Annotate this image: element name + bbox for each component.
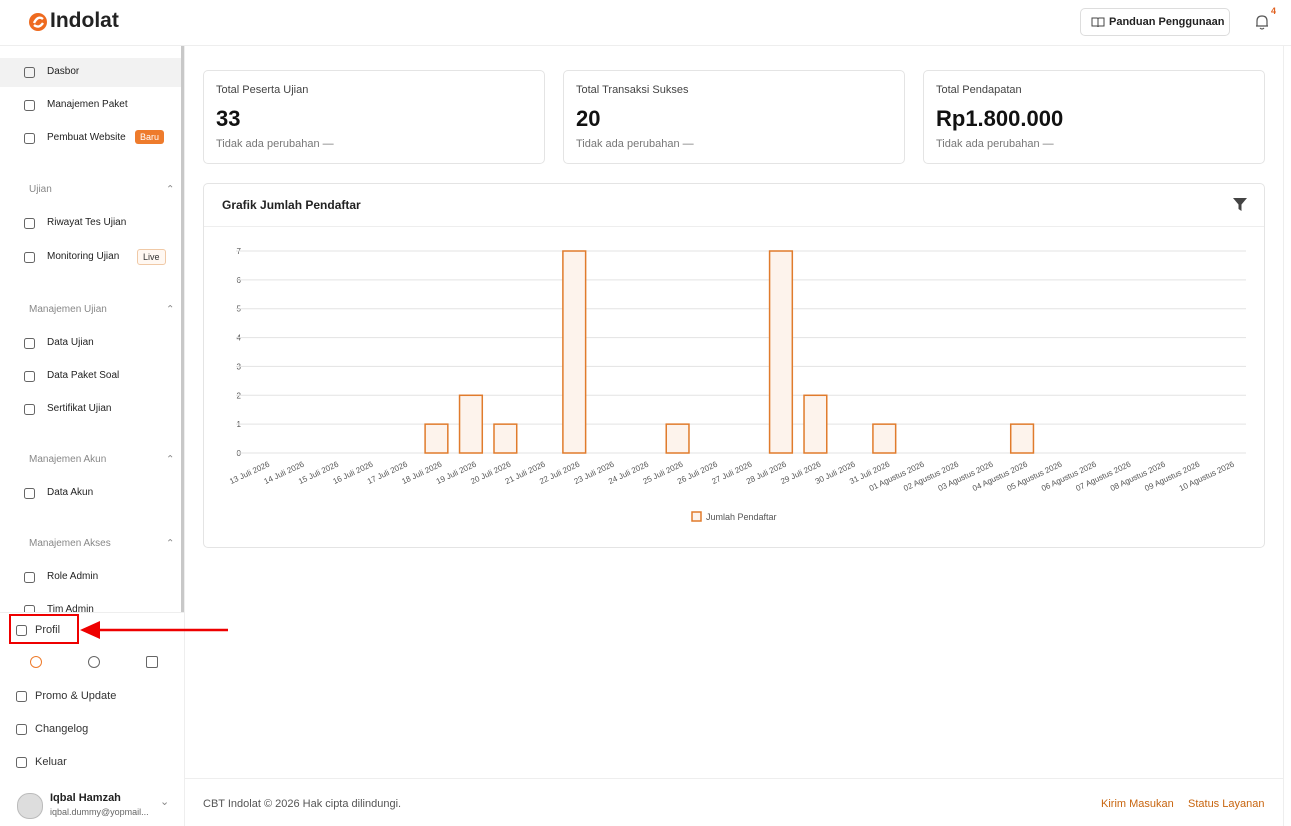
menu-item[interactable]: Manajemen Paket: [0, 91, 181, 120]
chevron: ⌄: [166, 536, 175, 547]
menu-item[interactable]: Riwayat Tes Ujian: [0, 209, 181, 238]
sidebar-bottom: Profil Promo & Update Changelog Keluar Iqbal…: [0, 612, 184, 826]
user-name: Iqbal Hamzah: [50, 792, 121, 804]
bottom-item[interactable]: Changelog: [0, 717, 184, 743]
logo-text: Indolat: [50, 9, 119, 32]
sidebar-border: [184, 46, 185, 826]
theme-switch[interactable]: [14, 653, 170, 673]
theme-option[interactable]: [88, 656, 100, 668]
chevron: ⌄: [166, 452, 175, 463]
chevron: ⌄: [166, 302, 175, 313]
sidebar-menu: Dasbor Manajemen Paket Pembuat Website Baru…: [0, 46, 184, 612]
menu-icon: [24, 133, 35, 144]
menu-label: Data Ujian: [47, 337, 94, 348]
stat-card: Total Pendapatan Rp1.800.000 Tidak ada per…: [923, 70, 1265, 164]
menu-item[interactable]: Data Paket Soal: [0, 362, 181, 391]
stat-label: Total Transaksi Sukses: [576, 84, 689, 96]
annotation-arrow: [80, 621, 228, 639]
menu-icon: [24, 67, 35, 78]
menu-icon: [24, 572, 35, 583]
bottom-label: Profil: [35, 624, 61, 636]
footer-border: [185, 778, 1283, 779]
scrollbar: [181, 46, 184, 612]
book-icon: [1091, 17, 1105, 28]
menu-item[interactable]: Dasbor: [0, 58, 181, 87]
avatar[interactable]: [17, 793, 43, 819]
menu-icon: [24, 338, 35, 349]
menu-icon: [16, 724, 27, 735]
menu-icon: [24, 605, 35, 612]
bottom-item[interactable]: Promo & Update: [0, 684, 184, 710]
chart-card: [203, 183, 1265, 548]
footer-link[interactable]: Status Layanan: [1188, 798, 1265, 810]
bottom-label: Changelog: [35, 723, 89, 735]
menu-item[interactable]: Sertifikat Ujian: [0, 395, 181, 424]
menu-label: Manajemen Paket: [47, 99, 128, 110]
notification-count: 4: [1271, 6, 1277, 16]
highlight-box: [9, 614, 79, 644]
menu-item[interactable]: Tim Admin: [0, 596, 181, 612]
menu-label: Data Akun: [47, 487, 94, 498]
bottom-label: Keluar: [35, 756, 67, 768]
main-border: [1283, 46, 1284, 826]
menu-icon: [24, 218, 35, 229]
stat-note: Tidak ada perubahan —: [216, 138, 334, 150]
section-title: Manajemen Akses: [29, 538, 111, 549]
menu-icon: [16, 757, 27, 768]
theme-option[interactable]: [30, 656, 42, 668]
menu-icon: [16, 691, 27, 702]
copyright: CBT Indolat © 2026 Hak cipta dilindungi.: [203, 798, 402, 810]
menu-label: Monitoring Ujian: [47, 251, 120, 262]
bell-icon[interactable]: [1254, 14, 1270, 31]
stat-note: Tidak ada perubahan —: [576, 138, 694, 150]
menu-icon: [24, 488, 35, 499]
stat-label: Total Peserta Ujian: [216, 84, 309, 96]
menu-item[interactable]: Data Akun: [0, 479, 181, 508]
menu-item[interactable]: Role Admin: [0, 563, 181, 592]
stat-value: 20: [576, 106, 601, 131]
menu-label: Pembuat Website: [47, 132, 126, 143]
menu-label: Tim Admin: [47, 604, 94, 612]
header: [0, 0, 1291, 46]
theme-option[interactable]: [146, 656, 158, 668]
menu-icon: [24, 371, 35, 382]
section-title: Ujian: [29, 184, 52, 195]
stat-card: Total Transaksi Sukses 20 Tidak ada peruba…: [563, 70, 905, 164]
menu-item[interactable]: Data Ujian: [0, 329, 181, 358]
guide-label: Panduan Penggunaan: [1109, 16, 1225, 28]
bottom-item[interactable]: Keluar: [0, 750, 184, 776]
menu-icon: [24, 404, 35, 415]
menu-label: Data Paket Soal: [47, 370, 120, 381]
bottom-label: Promo & Update: [35, 690, 117, 702]
menu-label: Riwayat Tes Ujian: [47, 217, 127, 228]
section-title: Manajemen Akun: [29, 454, 107, 465]
logo-icon: [29, 13, 47, 31]
menu-label: Role Admin: [47, 571, 99, 582]
menu-label: Sertifikat Ujian: [47, 403, 112, 414]
menu-badge: Live: [137, 249, 166, 265]
stat-value: 33: [216, 106, 241, 131]
section-title: Manajemen Ujian: [29, 304, 107, 315]
chevron: ⌄: [166, 182, 175, 193]
menu-item[interactable]: Pembuat Website Baru: [0, 124, 181, 153]
stat-note: Tidak ada perubahan —: [936, 138, 1054, 150]
stat-label: Total Pendapatan: [936, 84, 1022, 96]
menu-label: Dasbor: [47, 66, 80, 77]
guide-button[interactable]: Panduan Penggunaan: [1080, 8, 1230, 36]
user-chevron[interactable]: ⌄: [160, 796, 170, 808]
chart-divider: [204, 226, 1264, 227]
menu-icon: [24, 252, 35, 263]
stat-value: Rp1.800.000: [936, 106, 1064, 131]
menu-icon: [16, 625, 27, 636]
filter-icon[interactable]: [1233, 198, 1247, 211]
menu-item[interactable]: Monitoring Ujian Live: [0, 243, 181, 272]
user-email: iqbal.dummy@yopmail...: [50, 807, 149, 817]
footer-link[interactable]: Kirim Masukan: [1101, 798, 1174, 810]
stat-card: Total Peserta Ujian 33 Tidak ada perubahan…: [203, 70, 545, 164]
menu-icon: [24, 100, 35, 111]
menu-badge: Baru: [135, 130, 165, 144]
bottom-item[interactable]: Profil: [0, 618, 184, 644]
